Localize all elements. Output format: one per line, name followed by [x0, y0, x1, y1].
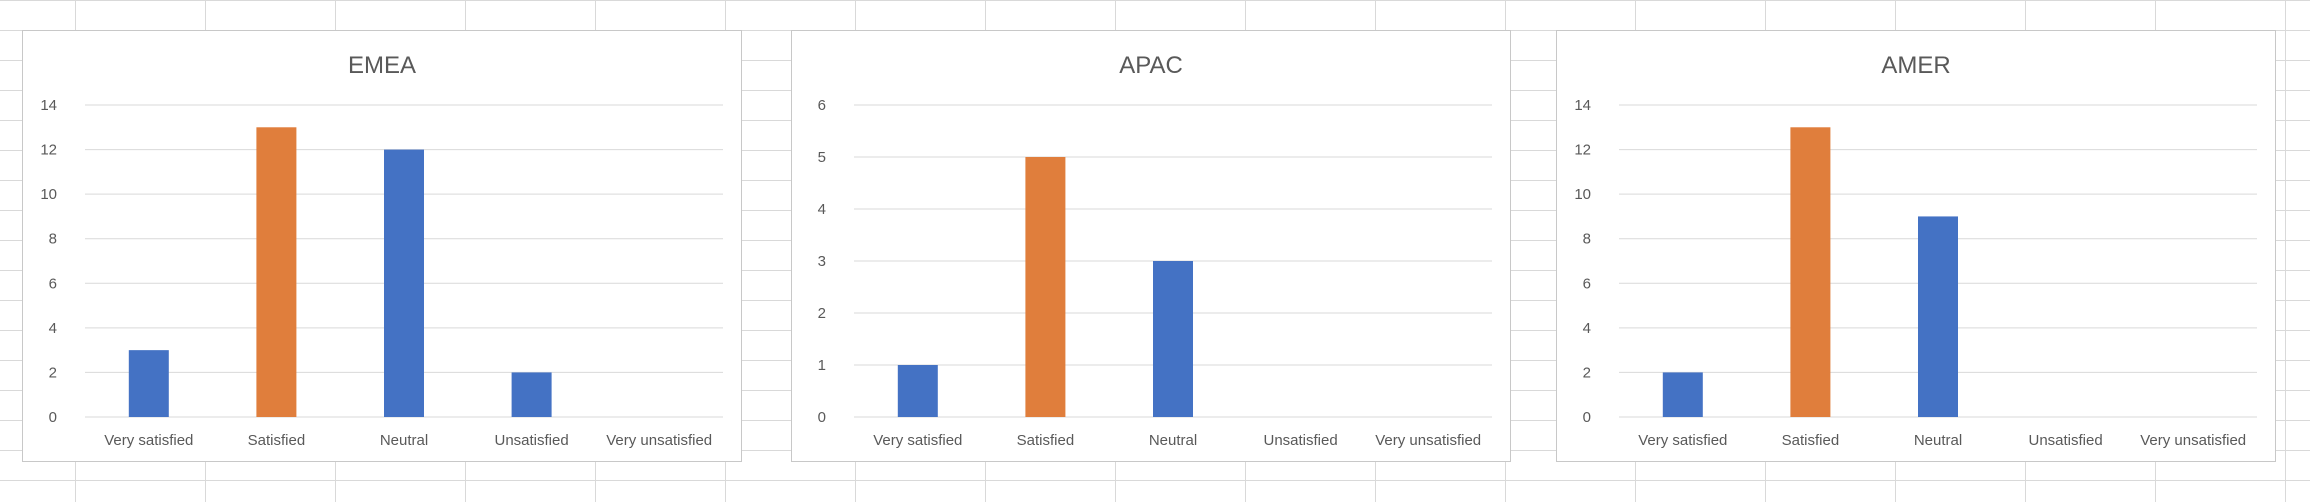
- bar-very-satisfied[interactable]: [897, 365, 938, 417]
- chart-amer[interactable]: AMER 0 2 4 6 8 10 12 14 Very satisfied Satisfied Ne…: [1556, 30, 2276, 462]
- x-category-label: Unsatisfied: [1263, 432, 1337, 449]
- y-tick-label: 12: [40, 142, 57, 159]
- y-tick-label: 6: [49, 275, 57, 292]
- y-tick-label: 10: [40, 186, 57, 203]
- chart-apac-svg: APAC 0 1 2 3 4 5 6 Very satisfied Satisfied Neutra…: [818, 52, 1492, 449]
- y-tick-label: 10: [1574, 186, 1591, 203]
- x-category-label: Very unsatisfied: [2140, 432, 2246, 449]
- x-category-label: Very unsatisfied: [606, 432, 712, 449]
- y-tick-label: 0: [818, 409, 826, 426]
- x-category-label: Very satisfied: [104, 432, 193, 449]
- y-tick-label: 0: [1583, 409, 1591, 426]
- chart-title: AMER: [1881, 52, 1950, 79]
- y-tick-label: 6: [1583, 275, 1591, 292]
- y-tick-label: 14: [1574, 97, 1591, 114]
- chart-emea[interactable]: EMEA 0 2 4 6 8 10 12 14 Very satisfied Satisfied Ne…: [22, 30, 742, 462]
- bar-neutral[interactable]: [1918, 216, 1958, 417]
- y-tick-label: 6: [818, 97, 826, 114]
- y-tick-label: 4: [1583, 320, 1591, 337]
- x-category-label: Satisfied: [248, 432, 306, 449]
- bar-unsatisfied[interactable]: [511, 372, 552, 417]
- y-tick-label: 5: [818, 149, 826, 166]
- y-tick-label: 4: [818, 201, 826, 218]
- x-category-label: Very unsatisfied: [1375, 432, 1481, 449]
- bar-satisfied[interactable]: [1025, 157, 1066, 417]
- y-tick-label: 0: [49, 409, 57, 426]
- bar-very-satisfied[interactable]: [1662, 372, 1703, 417]
- x-category-label: Neutral: [1149, 432, 1197, 449]
- x-category-label: Satisfied: [1017, 432, 1075, 449]
- chart-title: APAC: [1119, 52, 1183, 79]
- x-category-label: Unsatisfied: [494, 432, 568, 449]
- x-category-label: Neutral: [380, 432, 428, 449]
- x-category-label: Very satisfied: [1638, 432, 1727, 449]
- y-tick-label: 8: [1583, 231, 1591, 248]
- bar-satisfied[interactable]: [1790, 127, 1831, 418]
- chart-emea-svg: EMEA 0 2 4 6 8 10 12 14 Very satisfied Satisfied Ne…: [40, 52, 723, 449]
- x-category-label: Unsatisfied: [2028, 432, 2102, 449]
- y-tick-label: 2: [49, 364, 57, 381]
- bar-neutral[interactable]: [384, 149, 424, 418]
- y-tick-label: 4: [49, 320, 57, 337]
- y-tick-label: 8: [49, 231, 57, 248]
- bar-satisfied[interactable]: [256, 127, 297, 418]
- bar-very-satisfied[interactable]: [128, 350, 169, 417]
- y-tick-label: 12: [1574, 142, 1591, 159]
- bar-neutral[interactable]: [1153, 261, 1193, 417]
- y-tick-label: 2: [1583, 364, 1591, 381]
- chart-title: EMEA: [348, 52, 416, 79]
- y-tick-label: 1: [818, 357, 826, 374]
- y-tick-label: 2: [818, 305, 826, 322]
- x-category-label: Satisfied: [1782, 432, 1840, 449]
- y-tick-label: 3: [818, 253, 826, 270]
- x-category-label: Very satisfied: [873, 432, 962, 449]
- chart-apac[interactable]: APAC 0 1 2 3 4 5 6 Very satisfied Satisfied Neutra…: [791, 30, 1511, 462]
- chart-amer-svg: AMER 0 2 4 6 8 10 12 14 Very satisfied Satisfied Ne…: [1574, 52, 2257, 449]
- x-category-label: Neutral: [1914, 432, 1962, 449]
- y-tick-label: 14: [40, 97, 57, 114]
